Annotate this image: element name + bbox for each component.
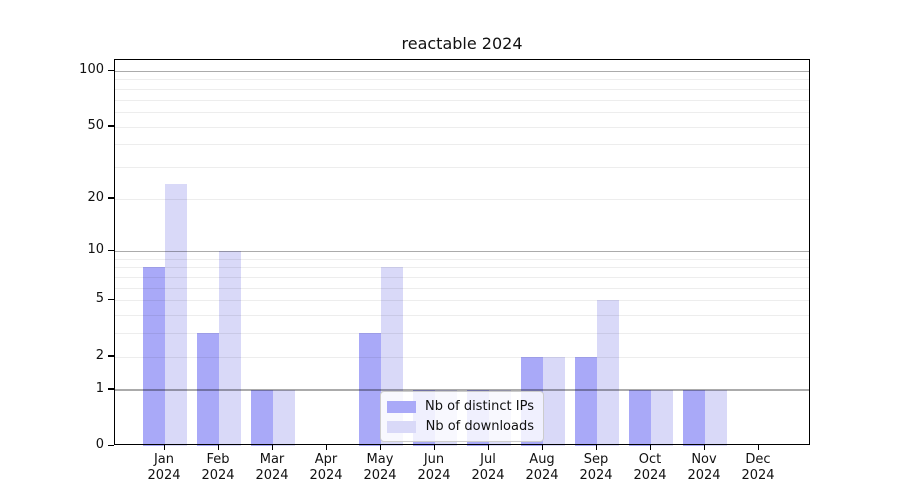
x-tick-mark <box>271 445 273 450</box>
y-tick-mark <box>108 249 114 252</box>
x-tick-month: Dec <box>745 452 771 467</box>
bar-downloads-mar <box>273 389 295 446</box>
x-tick-year: 2024 <box>579 467 613 483</box>
x-tick-year: 2024 <box>201 467 235 483</box>
x-tick-year: 2024 <box>741 467 775 483</box>
y-tick-label: 20 <box>87 189 104 205</box>
legend-swatch-distinct-ips <box>387 400 416 413</box>
y-tick-label: 0 <box>95 437 104 452</box>
x-tick-year: 2024 <box>633 467 667 483</box>
minor-gridline <box>115 166 809 168</box>
x-tick-label-dec: Dec 2024 <box>730 452 786 483</box>
x-tick-mark <box>325 445 327 450</box>
x-tick-year: 2024 <box>309 467 343 483</box>
x-tick-month: Aug <box>529 452 555 467</box>
minor-gridline <box>115 79 809 81</box>
x-tick-label-apr: Apr 2024 <box>298 452 354 483</box>
legend-swatch-downloads <box>387 420 416 433</box>
x-tick-mark <box>379 445 381 450</box>
y-tick-mark <box>108 298 114 301</box>
x-tick-month: Sep <box>583 452 609 467</box>
y-tick-label: 2 <box>95 347 104 363</box>
x-tick-year: 2024 <box>255 467 289 483</box>
minor-gridline <box>115 126 809 128</box>
x-tick-mark <box>217 445 219 450</box>
x-tick-label-may: May 2024 <box>352 452 408 483</box>
chart-title: reactable 2024 <box>401 34 523 53</box>
plot-area <box>114 59 810 446</box>
bar-downloads-jan <box>165 184 187 446</box>
x-tick-label-jul: Jul 2024 <box>460 452 516 483</box>
y-tick-mark <box>108 355 114 357</box>
x-tick-label-mar: Mar 2024 <box>244 452 300 483</box>
bar-distinct-ips-mar <box>251 389 273 446</box>
legend: Nb of distinct IPs Nb of downloads <box>380 391 544 442</box>
legend-label-distinct-ips: Nb of distinct IPs <box>425 399 534 414</box>
bar-distinct-ips-nov <box>683 389 705 446</box>
x-tick-mark <box>703 445 705 450</box>
y-tick-mark <box>108 388 114 390</box>
major-gridline <box>115 70 809 72</box>
y-tick-label: 1 <box>95 380 104 396</box>
legend-row: Nb of distinct IPs <box>387 399 534 414</box>
x-tick-mark <box>487 445 489 450</box>
x-tick-month: May <box>366 452 394 467</box>
x-tick-month: Mar <box>259 452 285 467</box>
x-tick-month: Jan <box>153 452 175 467</box>
x-tick-label-feb: Feb 2024 <box>190 452 246 483</box>
x-tick-mark <box>541 445 543 450</box>
bar-downloads-feb <box>219 251 241 446</box>
bar-distinct-ips-feb <box>197 333 219 446</box>
x-tick-label-jan: Jan 2024 <box>136 452 192 483</box>
bar-distinct-ips-may <box>359 333 381 446</box>
x-tick-label-nov: Nov 2024 <box>676 452 732 483</box>
bar-distinct-ips-jan <box>143 267 165 446</box>
x-tick-mark <box>595 445 597 450</box>
x-tick-month: Jul <box>480 452 496 467</box>
x-tick-year: 2024 <box>147 467 181 483</box>
minor-gridline <box>115 198 809 200</box>
x-tick-month: Apr <box>314 452 338 467</box>
bar-downloads-sep <box>597 300 619 446</box>
y-tick-label: 5 <box>95 291 104 307</box>
x-tick-label-aug: Aug 2024 <box>514 452 570 483</box>
minor-gridline <box>115 99 809 101</box>
legend-row: Nb of downloads <box>387 419 534 434</box>
y-tick-label: 100 <box>79 62 104 77</box>
y-tick-mark <box>108 125 114 127</box>
legend-label-downloads: Nb of downloads <box>425 419 534 434</box>
bar-distinct-ips-oct <box>629 389 651 446</box>
x-tick-year: 2024 <box>687 467 721 483</box>
bar-downloads-nov <box>705 389 727 446</box>
x-tick-month: Nov <box>691 452 717 467</box>
x-tick-mark <box>757 445 759 450</box>
minor-gridline <box>115 144 809 146</box>
x-tick-label-sep: Sep 2024 <box>568 452 624 483</box>
y-tick-mark <box>108 444 114 446</box>
bar-downloads-oct <box>651 389 673 446</box>
x-tick-label-jun: Jun 2024 <box>406 452 462 483</box>
x-tick-year: 2024 <box>471 467 505 483</box>
x-tick-month: Oct <box>638 452 662 467</box>
minor-gridline <box>115 111 809 113</box>
x-tick-year: 2024 <box>417 467 451 483</box>
x-tick-label-oct: Oct 2024 <box>622 452 678 483</box>
y-tick-label: 50 <box>87 117 104 133</box>
bar-downloads-aug <box>543 356 565 446</box>
bar-distinct-ips-sep <box>575 356 597 446</box>
x-tick-mark <box>433 445 435 450</box>
x-tick-mark <box>649 445 651 450</box>
y-tick-label: 10 <box>87 242 104 258</box>
x-tick-mark <box>163 445 165 450</box>
x-tick-year: 2024 <box>363 467 397 483</box>
x-tick-month: Feb <box>206 452 230 467</box>
x-tick-year: 2024 <box>525 467 559 483</box>
y-tick-mark <box>108 197 114 199</box>
minor-gridline <box>115 88 809 90</box>
x-tick-month: Jun <box>423 452 445 467</box>
y-tick-mark <box>108 69 114 71</box>
